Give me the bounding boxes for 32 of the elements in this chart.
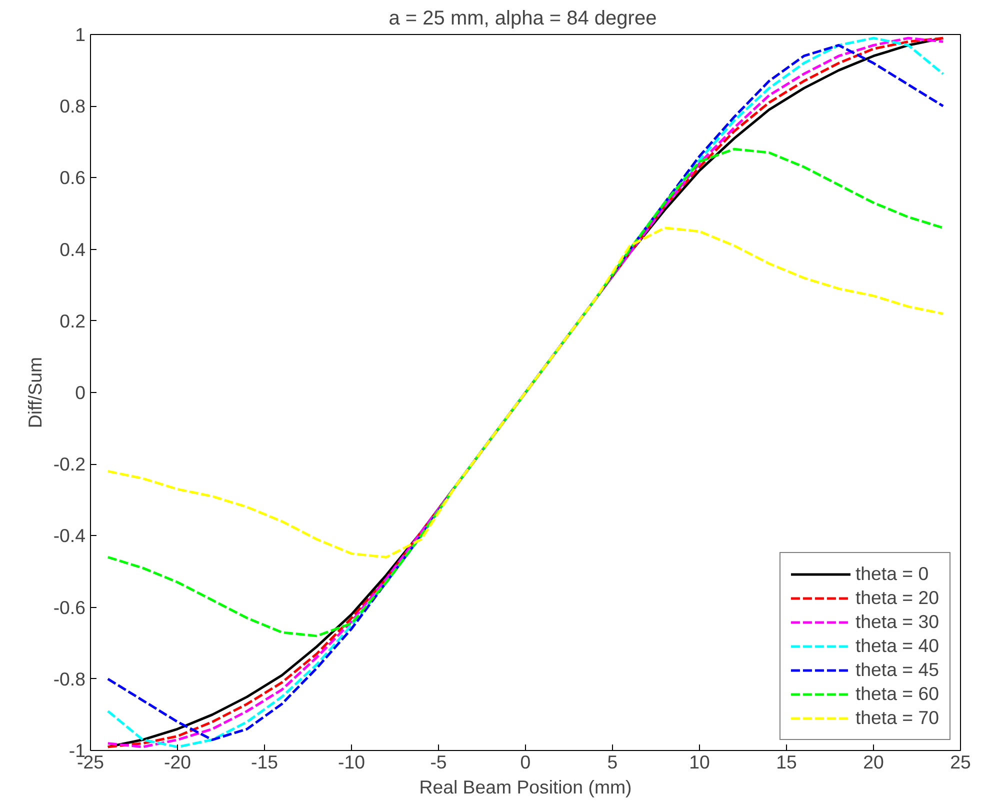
legend-label: theta = 40 — [855, 635, 939, 657]
x-tick-label: 20 — [863, 752, 884, 772]
legend-label: theta = 30 — [855, 611, 939, 633]
x-tick-label: -20 — [164, 752, 191, 772]
legend-label: theta = 0 — [855, 563, 929, 585]
legend-label: theta = 20 — [855, 587, 939, 609]
x-tick-label: -10 — [338, 752, 365, 772]
x-tick-label: -15 — [251, 752, 278, 772]
y-tick-label: 0.6 — [60, 167, 86, 188]
chart-title: a = 25 mm, alpha = 84 degree — [388, 8, 657, 30]
y-tick-label: -0.8 — [53, 668, 86, 690]
legend-label: theta = 60 — [855, 683, 939, 705]
legend-label: theta = 45 — [855, 659, 939, 681]
y-tick-label: 0.4 — [60, 238, 86, 260]
x-tick-label: 15 — [776, 752, 797, 772]
x-tick-label: 0 — [520, 752, 531, 772]
x-tick-label: 5 — [607, 752, 618, 772]
y-tick-label: -0.2 — [53, 454, 86, 475]
y-tick-label: -0.4 — [53, 525, 86, 546]
y-tick-label: 0 — [75, 382, 86, 403]
y-tick-label: 1 — [75, 24, 86, 45]
y-tick-label: 0.8 — [60, 96, 86, 117]
x-tick-label: 25 — [950, 752, 971, 772]
y-tick-label: 0.2 — [60, 310, 86, 332]
x-axis-title: Real Beam Position (mm) — [419, 776, 632, 798]
x-tick-label: -5 — [430, 752, 447, 772]
line-series — [106, 148, 944, 638]
y-axis-title: Diff/Sum — [24, 356, 46, 428]
x-tick-label: 10 — [689, 752, 710, 772]
line-series — [106, 226, 944, 558]
y-tick-label: -0.6 — [53, 596, 86, 618]
legend-label: theta = 70 — [855, 707, 939, 729]
